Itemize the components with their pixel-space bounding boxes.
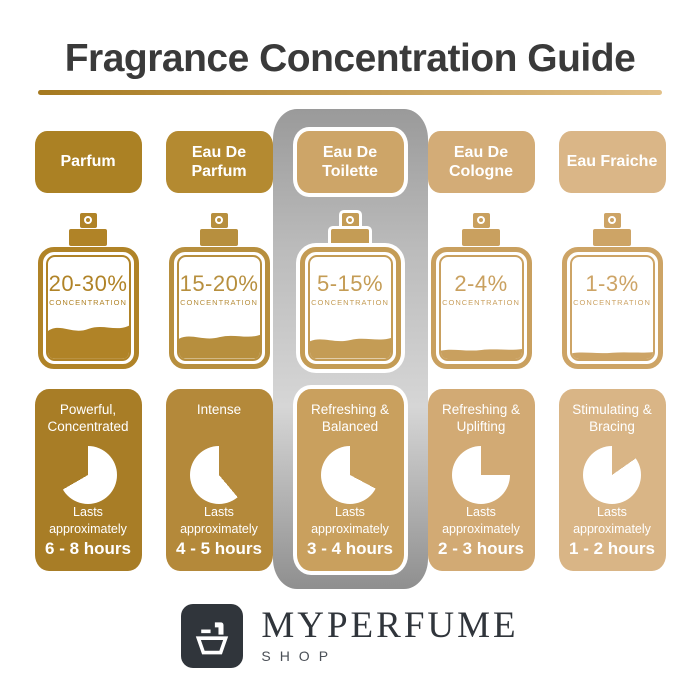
duration-card: Refreshing & Balanced Lasts approximatel… xyxy=(296,388,404,571)
lasts-label: Lasts approximately xyxy=(180,505,258,536)
bottle-inner: 20-30% CONCENTRATION xyxy=(45,254,131,361)
duration-value: 3 - 4 hours xyxy=(307,538,393,558)
bottle-body: 2-4% CONCENTRATION xyxy=(430,246,532,369)
duration-text: Lasts approximately 1 - 2 hours xyxy=(565,504,660,559)
nozzle-base xyxy=(331,228,369,246)
spray-nozzle-icon xyxy=(79,212,97,228)
brand-subtitle: SHOP xyxy=(261,648,338,665)
nozzle-dot xyxy=(84,216,92,225)
scent-character: Powerful, Concentrated xyxy=(47,401,129,434)
duration-card: Stimulating & Bracing Lasts approximatel… xyxy=(558,388,666,571)
perfume-bottle-icon: 2-4% CONCENTRATION xyxy=(428,212,535,369)
nozzle-base xyxy=(462,228,500,246)
nozzle-dot xyxy=(215,216,223,225)
duration-card: Intense Lasts approximately 4 - 5 hours xyxy=(165,388,273,571)
duration-text: Lasts approximately 3 - 4 hours xyxy=(303,504,398,559)
scent-character: Refreshing & Uplifting xyxy=(441,401,521,434)
title-section: Fragrance Concentration Guide xyxy=(0,0,700,95)
duration-text: Lasts approximately 2 - 3 hours xyxy=(434,504,529,559)
perfume-bottle-icon: 5-15% CONCENTRATION xyxy=(297,212,404,369)
concentration-label: CONCENTRATION xyxy=(49,297,127,307)
clock-pie-icon xyxy=(59,445,117,504)
column-header: Eau De Cologne xyxy=(427,130,535,193)
spray-nozzle-icon xyxy=(603,212,621,228)
lasts-label: Lasts approximately xyxy=(49,505,127,536)
liquid-fill-wave xyxy=(47,316,129,359)
clock-pie-icon xyxy=(321,445,379,504)
column-eau-fraiche: Eau Fraiche 1-3% CONCENTRATION Stimulati… xyxy=(558,130,666,571)
duration-value: 4 - 5 hours xyxy=(176,538,262,558)
bottle-inner: 15-20% CONCENTRATION xyxy=(176,254,262,361)
nozzle-base xyxy=(593,228,631,246)
nozzle-base xyxy=(69,228,107,246)
perfume-bottle-icon: 15-20% CONCENTRATION xyxy=(166,212,273,369)
concentration-value: 2-4% xyxy=(454,270,508,296)
nozzle-base xyxy=(200,228,238,246)
nozzle-dot xyxy=(477,216,485,225)
liquid-fill-wave xyxy=(178,328,260,359)
concentration-label: CONCENTRATION xyxy=(442,297,520,307)
liquid-fill-wave xyxy=(309,332,391,359)
perfume-shop-logo-icon xyxy=(181,603,244,668)
column-eau-de-toilette: Eau De Toilette 5-15% CONCENTRATION Refr… xyxy=(272,108,428,589)
scent-character: Intense xyxy=(196,401,242,417)
brand-name: MYPERFUME xyxy=(261,605,519,647)
spray-nozzle-icon xyxy=(341,212,359,228)
duration-card: Refreshing & Uplifting Lasts approximate… xyxy=(427,388,535,571)
fragrance-columns: Parfum 20-30% CONCENTRATION Powerful, Co… xyxy=(0,108,700,589)
brand-footer: MYPERFUME SHOP xyxy=(0,603,700,668)
column-header: Eau De Parfum xyxy=(165,130,273,193)
perfume-bottle-icon: 20-30% CONCENTRATION xyxy=(35,212,142,369)
column-eau-de-parfum: Eau De Parfum 15-20% CONCENTRATION Inten… xyxy=(165,130,273,571)
lasts-label: Lasts approximately xyxy=(573,505,651,536)
bottle-body: 15-20% CONCENTRATION xyxy=(168,246,270,369)
page-title: Fragrance Concentration Guide xyxy=(64,37,636,80)
title-underline-bar xyxy=(38,89,662,95)
clock-pie-icon xyxy=(190,445,248,504)
liquid-fill-wave xyxy=(440,346,522,359)
perfume-bottle-logo-glyph xyxy=(196,622,229,655)
scent-character: Stimulating & Bracing xyxy=(572,401,652,434)
perfume-bottle-icon: 1-3% CONCENTRATION xyxy=(559,212,666,369)
column-header: Parfum xyxy=(34,130,142,193)
nozzle-dot xyxy=(608,216,616,225)
bottle-inner: 2-4% CONCENTRATION xyxy=(438,254,524,361)
duration-text: Lasts approximately 6 - 8 hours xyxy=(41,504,136,559)
clock-pie-icon xyxy=(452,445,510,504)
duration-value: 1 - 2 hours xyxy=(569,538,655,558)
concentration-label: CONCENTRATION xyxy=(311,297,389,307)
column-parfum: Parfum 20-30% CONCENTRATION Powerful, Co… xyxy=(34,130,142,571)
spray-nozzle-icon xyxy=(472,212,490,228)
bottle-inner: 5-15% CONCENTRATION xyxy=(307,254,393,361)
duration-card: Powerful, Concentrated Lasts approximate… xyxy=(34,388,142,571)
concentration-value: 1-3% xyxy=(585,270,639,296)
liquid-fill-wave xyxy=(571,350,653,359)
concentration-label: CONCENTRATION xyxy=(180,297,258,307)
bottle-body: 1-3% CONCENTRATION xyxy=(561,246,663,369)
concentration-label: CONCENTRATION xyxy=(573,297,651,307)
bottle-inner: 1-3% CONCENTRATION xyxy=(569,254,655,361)
concentration-value: 20-30% xyxy=(48,270,128,296)
duration-value: 6 - 8 hours xyxy=(45,538,131,558)
bottle-body: 5-15% CONCENTRATION xyxy=(299,246,401,369)
nozzle-dot xyxy=(346,216,354,225)
concentration-value: 15-20% xyxy=(179,270,259,296)
brand-text: MYPERFUME SHOP xyxy=(261,607,518,664)
concentration-value: 5-15% xyxy=(316,270,384,296)
spray-nozzle-icon xyxy=(210,212,228,228)
clock-pie-icon xyxy=(583,445,641,504)
duration-text: Lasts approximately 4 - 5 hours xyxy=(172,504,267,559)
column-header: Eau De Toilette xyxy=(296,130,404,193)
column-header: Eau Fraiche xyxy=(558,130,666,193)
bottle-body: 20-30% CONCENTRATION xyxy=(37,246,139,369)
lasts-label: Lasts approximately xyxy=(311,505,389,536)
duration-value: 2 - 3 hours xyxy=(438,538,524,558)
column-eau-de-cologne: Eau De Cologne 2-4% CONCENTRATION Refres… xyxy=(427,130,535,571)
lasts-label: Lasts approximately xyxy=(442,505,520,536)
scent-character: Refreshing & Balanced xyxy=(310,401,390,434)
